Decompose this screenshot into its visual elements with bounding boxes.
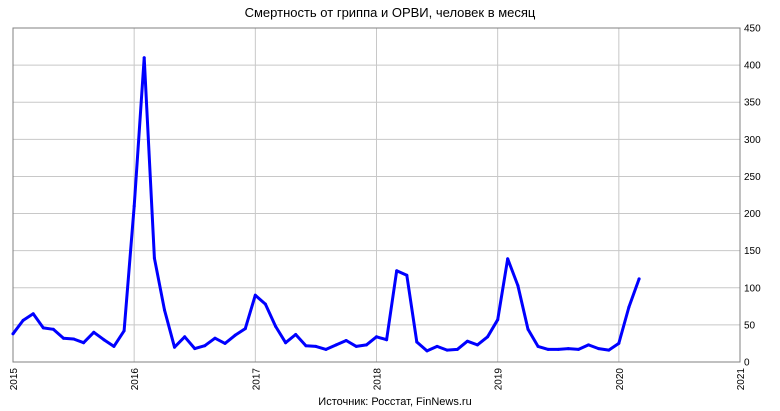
x-tick-label: 2020 <box>615 368 626 391</box>
data-point <box>415 340 419 344</box>
data-point <box>102 338 106 342</box>
data-point <box>465 339 469 343</box>
data-point <box>597 347 601 351</box>
data-point <box>364 343 368 347</box>
data-point <box>324 347 328 351</box>
data-point <box>516 284 520 288</box>
x-tick-label: 2017 <box>251 368 262 391</box>
grid-lines <box>12 27 741 363</box>
y-tick-label: 250 <box>744 172 761 183</box>
data-point <box>395 269 399 273</box>
y-tick-label: 200 <box>744 209 761 220</box>
data-point <box>183 335 187 339</box>
data-point <box>425 349 429 353</box>
data-point <box>314 344 318 348</box>
data-point <box>536 344 540 348</box>
y-tick-label: 50 <box>744 320 756 331</box>
data-point <box>213 336 217 340</box>
data-point <box>243 327 247 331</box>
data-point <box>193 347 197 351</box>
data-point <box>435 344 439 348</box>
data-point <box>21 318 25 322</box>
data-point <box>51 327 55 331</box>
data-point <box>334 343 338 347</box>
data-point <box>486 335 490 339</box>
series-line <box>11 56 641 353</box>
y-tick-label: 0 <box>744 358 750 369</box>
y-tick-label: 100 <box>744 283 761 294</box>
y-tick-label: 150 <box>744 246 761 257</box>
data-point <box>526 327 530 331</box>
data-point <box>203 344 207 348</box>
chart-title: Смертность от гриппа и ОРВИ, человек в м… <box>245 5 536 20</box>
data-point <box>163 308 166 312</box>
series-layer <box>11 56 641 353</box>
data-point <box>142 56 146 60</box>
data-point <box>31 312 35 316</box>
x-axis-ticks: 2015 2016 2017 2018 2019 2020 2021 <box>9 368 747 391</box>
data-point <box>375 335 378 339</box>
data-point <box>577 347 580 351</box>
data-point <box>253 293 257 297</box>
data-point <box>62 336 65 340</box>
data-point <box>475 343 479 347</box>
data-point <box>72 337 76 341</box>
x-tick-label: 2019 <box>494 368 505 391</box>
data-point <box>617 341 621 345</box>
data-point <box>263 302 267 306</box>
data-point <box>233 333 237 337</box>
data-point <box>405 273 409 277</box>
y-axis-ticks: 0 50 100 150 200 250 300 350 400 450 <box>744 24 761 369</box>
data-point <box>112 344 116 348</box>
y-tick-label: 350 <box>744 98 761 109</box>
data-point <box>445 348 449 352</box>
data-point <box>82 341 86 345</box>
y-tick-label: 300 <box>744 135 761 146</box>
data-point <box>566 347 570 351</box>
data-point <box>546 347 550 351</box>
data-point <box>455 347 459 351</box>
data-point <box>587 343 590 347</box>
data-point <box>132 204 136 208</box>
source-note: Источник: Росстат, FinNews.ru <box>318 396 471 408</box>
y-tick-label: 450 <box>744 24 761 35</box>
plot-area <box>12 27 741 363</box>
x-tick-label: 2018 <box>373 368 384 391</box>
data-point <box>92 330 96 334</box>
data-point <box>506 257 510 261</box>
data-point <box>274 324 278 328</box>
x-tick-label: 2021 <box>736 368 747 391</box>
data-point <box>627 305 631 309</box>
data-point <box>152 256 156 260</box>
data-point <box>556 347 560 351</box>
y-tick-label: 400 <box>744 61 761 72</box>
data-point <box>284 341 288 345</box>
data-point <box>11 332 15 336</box>
data-point <box>122 329 126 333</box>
data-point <box>637 277 641 281</box>
x-tick-label: 2015 <box>9 368 20 391</box>
data-point <box>294 333 298 336</box>
data-point <box>41 326 45 330</box>
data-point <box>607 348 611 352</box>
data-point <box>304 344 308 348</box>
data-point <box>496 318 500 322</box>
data-point <box>385 338 389 342</box>
data-point <box>354 344 358 348</box>
data-point <box>173 345 176 349</box>
x-tick-label: 2016 <box>130 368 141 391</box>
data-point <box>223 341 227 345</box>
data-point <box>344 339 348 342</box>
